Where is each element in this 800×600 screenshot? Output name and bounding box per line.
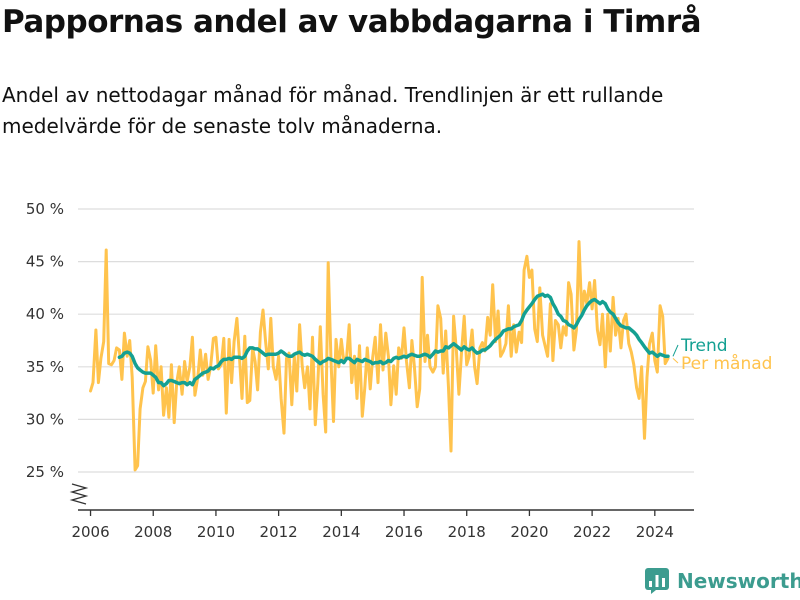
newsworthy-brand: Newsworthy xyxy=(645,568,800,594)
y-tick-label: 40 % xyxy=(26,305,64,323)
x-tick-label: 2022 xyxy=(573,523,611,541)
legend-label-per-manad: Per månad xyxy=(681,353,772,374)
x-tick-label: 2014 xyxy=(322,523,360,541)
x-tick-label: 2006 xyxy=(71,523,109,541)
page-subtitle: Andel av nettodagar månad för månad. Tre… xyxy=(2,83,664,138)
legend-label-trend: Trend xyxy=(680,336,728,356)
x-tick-label: 2008 xyxy=(134,523,172,541)
y-tick-label: 50 % xyxy=(26,200,64,218)
newsworthy-label: Newsworthy xyxy=(677,569,800,593)
x-tick-label: 2024 xyxy=(636,523,674,541)
y-tick-label: 30 % xyxy=(26,410,64,428)
series-lines xyxy=(89,240,670,472)
page-title: Pappornas andel av vabbdagarna i Timrå xyxy=(2,4,702,40)
x-tick-label: 2010 xyxy=(197,523,235,541)
x-tick-label: 2018 xyxy=(448,523,486,541)
y-axis-tick-labels: 25 % 30 % 35 % 40 % 45 % 50 % xyxy=(26,200,64,481)
newsworthy-logo-icon xyxy=(645,568,669,594)
y-tick-label: 25 % xyxy=(26,463,64,481)
x-axis: 2006 2008 2010 2012 2014 2016 2018 2020 2022 2024 xyxy=(69,483,694,541)
x-tick-label: 2016 xyxy=(385,523,423,541)
legend-leader-trend xyxy=(672,344,679,357)
y-tick-label: 35 % xyxy=(26,358,64,376)
x-tick-label: 2020 xyxy=(510,523,548,541)
series-line-trend xyxy=(117,292,670,388)
legend-leader-per-manad xyxy=(672,358,679,364)
x-tick-label: 2012 xyxy=(260,523,298,541)
y-tick-label: 45 % xyxy=(26,253,64,271)
series-line-per-manad xyxy=(89,240,670,472)
axis-break-mark xyxy=(69,483,89,505)
